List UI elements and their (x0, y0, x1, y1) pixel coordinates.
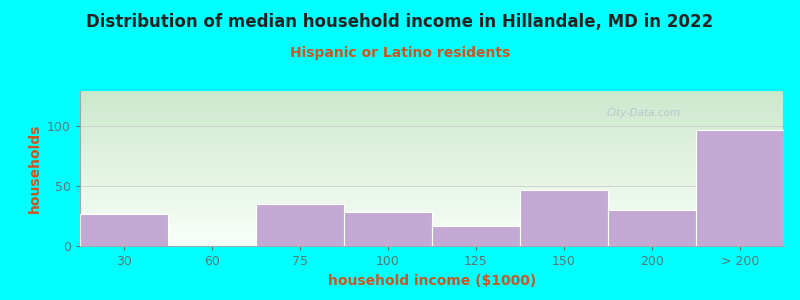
Bar (608, 210, 696, 246)
Bar (256, 204, 344, 246)
Text: City-Data.com: City-Data.com (606, 108, 680, 118)
X-axis label: household income ($1000): household income ($1000) (328, 274, 536, 288)
Bar (80, 214, 168, 246)
Bar (344, 212, 432, 246)
Y-axis label: households: households (27, 123, 42, 213)
Text: Hispanic or Latino residents: Hispanic or Latino residents (290, 46, 510, 61)
Bar (432, 226, 520, 246)
Bar (520, 190, 608, 246)
Text: Distribution of median household income in Hillandale, MD in 2022: Distribution of median household income … (86, 14, 714, 32)
Bar (696, 130, 784, 246)
